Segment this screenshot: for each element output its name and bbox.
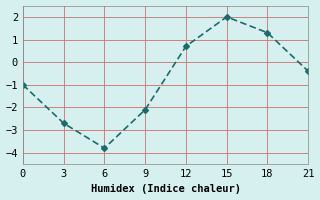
X-axis label: Humidex (Indice chaleur): Humidex (Indice chaleur) [91,184,241,194]
